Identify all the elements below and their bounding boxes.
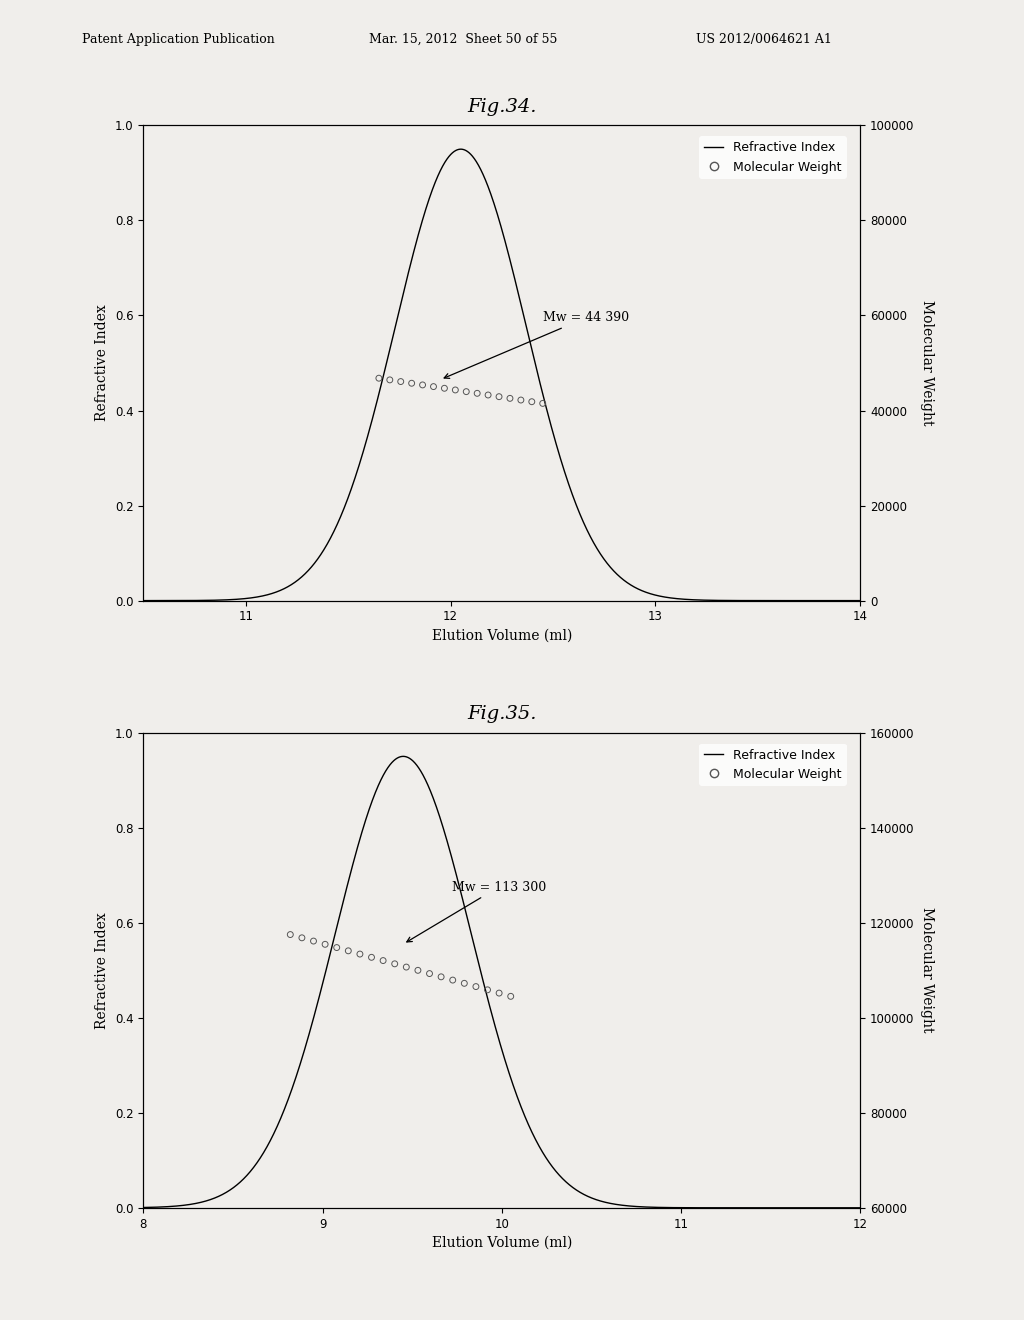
Y-axis label: Refractive Index: Refractive Index [95, 912, 110, 1028]
Point [351, 944, 368, 965]
Point [403, 372, 420, 393]
Point [386, 953, 402, 974]
Point [433, 966, 450, 987]
Point [502, 388, 518, 409]
Point [468, 975, 484, 997]
Point [294, 927, 310, 948]
Point [421, 964, 437, 985]
Text: Mar. 15, 2012  Sheet 50 of 55: Mar. 15, 2012 Sheet 50 of 55 [369, 33, 557, 46]
Point [398, 957, 415, 978]
Point [375, 950, 391, 972]
Point [503, 986, 519, 1007]
Point [469, 383, 485, 404]
X-axis label: Elution Volume (ml): Elution Volume (ml) [431, 1236, 572, 1250]
Point [479, 979, 496, 1001]
Point [436, 378, 453, 399]
Point [283, 924, 299, 945]
Point [382, 370, 398, 391]
Point [410, 960, 426, 981]
Y-axis label: Molecular Weight: Molecular Weight [920, 300, 934, 426]
Point [371, 368, 387, 389]
Point [490, 387, 507, 408]
Text: Patent Application Publication: Patent Application Publication [82, 33, 274, 46]
Legend: Refractive Index, Molecular Weight: Refractive Index, Molecular Weight [699, 136, 847, 178]
Point [523, 391, 540, 412]
Point [425, 376, 441, 397]
Point [444, 969, 461, 990]
Text: Mw = 113 300: Mw = 113 300 [407, 880, 546, 942]
Text: Mw = 44 390: Mw = 44 390 [444, 312, 629, 379]
Point [456, 973, 472, 994]
Point [316, 933, 333, 954]
Text: US 2012/0064621 A1: US 2012/0064621 A1 [696, 33, 833, 46]
Point [535, 393, 551, 414]
Point [329, 937, 345, 958]
Y-axis label: Molecular Weight: Molecular Weight [920, 907, 934, 1034]
Point [447, 379, 464, 400]
Point [364, 946, 380, 968]
Point [415, 375, 431, 396]
Y-axis label: Refractive Index: Refractive Index [95, 305, 110, 421]
Title: Fig.34.: Fig.34. [467, 98, 537, 116]
Point [392, 371, 409, 392]
Point [480, 384, 497, 405]
Point [490, 982, 507, 1003]
Point [513, 389, 529, 411]
Point [305, 931, 322, 952]
Title: Fig.35.: Fig.35. [467, 705, 537, 723]
Point [340, 940, 356, 961]
X-axis label: Elution Volume (ml): Elution Volume (ml) [431, 628, 572, 643]
Legend: Refractive Index, Molecular Weight: Refractive Index, Molecular Weight [699, 743, 847, 785]
Point [458, 381, 474, 403]
